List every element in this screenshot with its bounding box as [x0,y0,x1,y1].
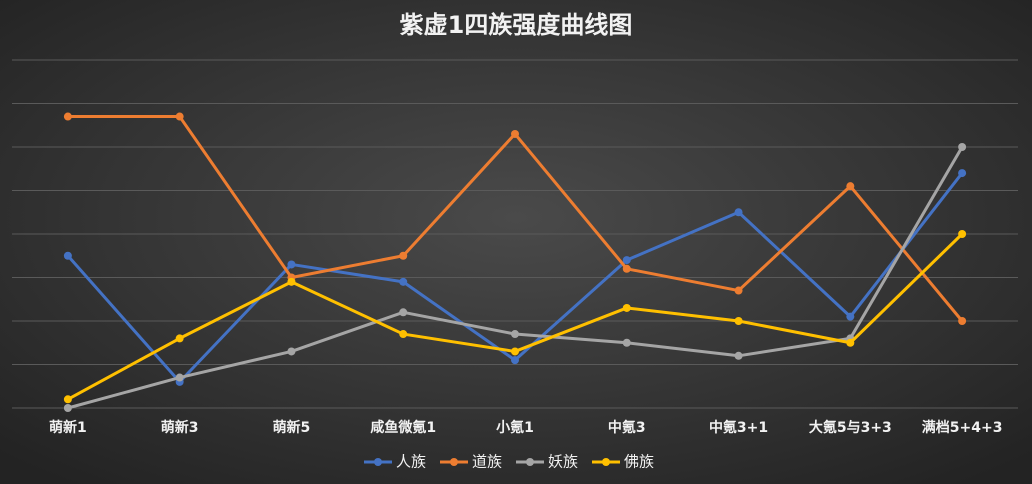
x-tick-label: 咸鱼微氪1 [370,419,436,436]
data-point [734,351,743,360]
x-tick-label: 萌新5 [273,419,311,436]
data-point [846,182,855,191]
data-point [287,347,296,356]
x-tick-label: 大氪5与3+3 [809,419,892,436]
data-point [958,230,967,238]
data-point [511,129,519,138]
data-point [622,256,631,265]
data-point [175,334,184,343]
legend-label: 人族 [396,453,426,471]
x-tick-label: 满档5+4+3 [922,419,1003,436]
data-point [622,264,631,273]
legend-label: 佛族 [624,453,654,471]
data-point [734,317,743,325]
data-point [511,347,519,356]
data-point [511,356,519,365]
data-point [175,373,184,382]
data-point [63,404,72,412]
data-point [399,251,408,260]
data-point [622,338,631,347]
data-point [63,395,72,404]
data-point [175,112,184,121]
x-tick-label: 中氪3 [608,419,646,436]
data-point [63,251,72,260]
data-point [511,330,519,339]
legend-marker [450,458,458,466]
x-tick-label: 中氪3+1 [709,419,768,436]
legend-marker [526,458,534,466]
data-point [399,277,408,286]
data-point [958,169,967,178]
x-tick-label: 萌新3 [161,419,199,436]
data-point [846,312,855,321]
chart-title: 紫虚1四族强度曲线图 [400,11,633,39]
data-point [734,208,743,217]
legend-label: 道族 [472,453,502,471]
x-tick-label: 萌新1 [49,419,87,436]
data-point [958,317,967,325]
legend-label: 妖族 [548,453,578,471]
data-point [63,112,72,121]
data-point [958,143,967,151]
data-point [734,286,743,295]
data-point [287,277,296,286]
legend-marker [602,458,610,466]
data-point [287,260,296,269]
legend-marker [374,458,382,466]
data-point [846,338,855,347]
data-point [399,330,408,339]
data-point [622,303,631,312]
data-point [399,308,408,317]
x-tick-label: 小氪1 [496,419,534,436]
